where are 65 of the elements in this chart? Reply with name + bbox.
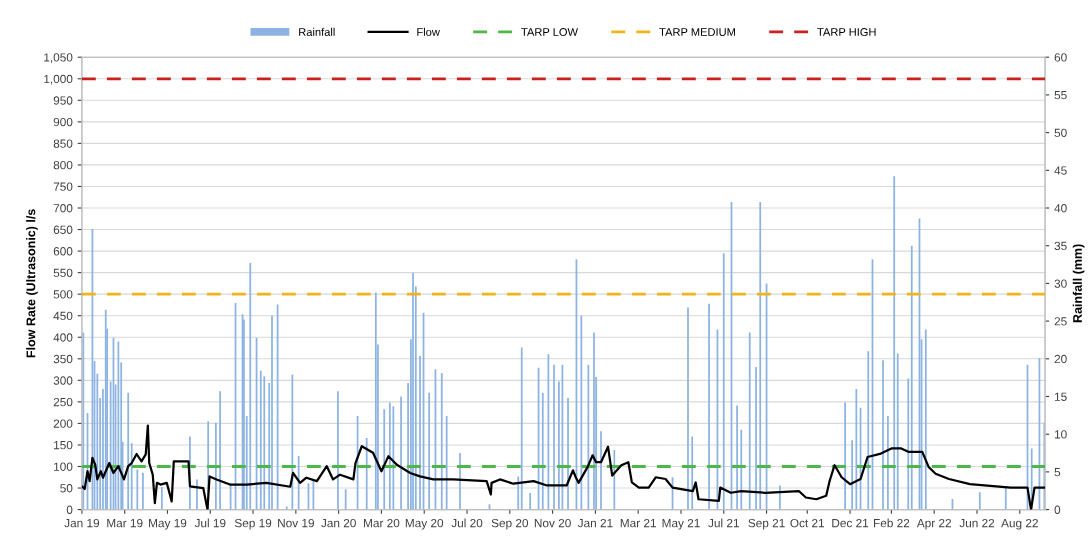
y-tick-label: 800 [53,160,73,170]
y-tick-label: 200 [53,419,73,428]
x-tick-label: Oct 21 [790,518,825,528]
x-tick-label: Mar 19 [107,518,143,528]
y-axis-title: Flow Rate (Ultrasonic) l/s [26,209,38,358]
legend-label: TARP MEDIUM [659,28,735,36]
legend-label: TARP LOW [521,28,578,36]
y2-tick-label: 50 [1054,128,1067,138]
y2-tick-label: 40 [1054,204,1067,213]
x-tick-label: Dec 21 [832,518,869,528]
y-tick-label: 1,050 [44,53,73,64]
x-tick-label: Jun 22 [959,518,995,528]
y-tick-label: 0 [66,505,73,514]
x-tick-label: Sep 21 [748,518,785,530]
y2-tick-label: 15 [1054,392,1067,401]
y-tick-label: 500 [53,290,73,299]
x-tick-label: Jul 21 [708,518,739,528]
y2-tick-label: 10 [1054,430,1067,439]
y-tick-label: 850 [53,139,73,148]
y-tick-label: 100 [54,462,73,471]
x-tick-label: Mar 20 [364,518,400,528]
legend-label: TARP HIGH [817,28,876,36]
x-tick-label: May 20 [405,518,444,530]
x-tick-label: Sep 19 [234,518,272,530]
y-tick-label: 950 [53,96,73,105]
y2-axis-title: Rainfall (mm) [1072,244,1085,323]
y2-tick-label: 55 [1054,91,1067,100]
y-tick-label: 600 [53,247,73,256]
y2-tick-label: 5 [1054,468,1061,477]
x-tick-label: Nov 19 [278,518,314,528]
y-tick-label: 50 [60,484,73,493]
y2-tick-label: 35 [1054,241,1067,251]
y2-tick-label: 60 [1054,53,1067,62]
y-tick-label: 300 [53,376,73,385]
x-tick-label: Jan 20 [321,518,356,528]
x-tick-label: Mar 21 [620,518,656,528]
y-tick-label: 400 [53,333,73,342]
x-tick-label: Sep 20 [491,518,529,530]
y-tick-label: 700 [53,204,73,213]
x-tick-label: Jan 21 [577,518,613,528]
y2-tick-label: 0 [1054,505,1061,514]
y2-tick-label: 30 [1054,279,1067,288]
x-tick-label: Feb 22 [874,518,910,528]
y-tick-label: 750 [53,182,73,191]
y-tick-label: 650 [53,225,73,234]
x-tick-label: May 21 [662,518,700,530]
x-tick-label: May 19 [149,518,187,530]
y-tick-label: 250 [53,397,73,407]
y2-tick-label: 20 [1054,354,1067,364]
y-tick-label: 550 [53,268,73,278]
y-tick-label: 1,000 [44,74,73,85]
x-tick-label: Jul 20 [451,518,483,528]
x-tick-label: Nov 20 [534,518,571,528]
x-tick-label: Jul 19 [194,518,226,528]
x-tick-label: Aug 22 [1001,518,1038,530]
y2-tick-label: 45 [1054,166,1067,175]
y-tick-label: 150 [54,440,73,450]
legend-label: Rainfall [299,27,335,36]
y-tick-label: 900 [53,117,73,127]
x-tick-label: Jan 19 [64,518,100,528]
x-tick-label: Apr 22 [916,518,952,530]
y-tick-label: 350 [53,354,73,364]
y-tick-label: 450 [53,311,73,321]
y2-tick-label: 25 [1054,317,1067,326]
legend-label: Flow [417,27,440,36]
